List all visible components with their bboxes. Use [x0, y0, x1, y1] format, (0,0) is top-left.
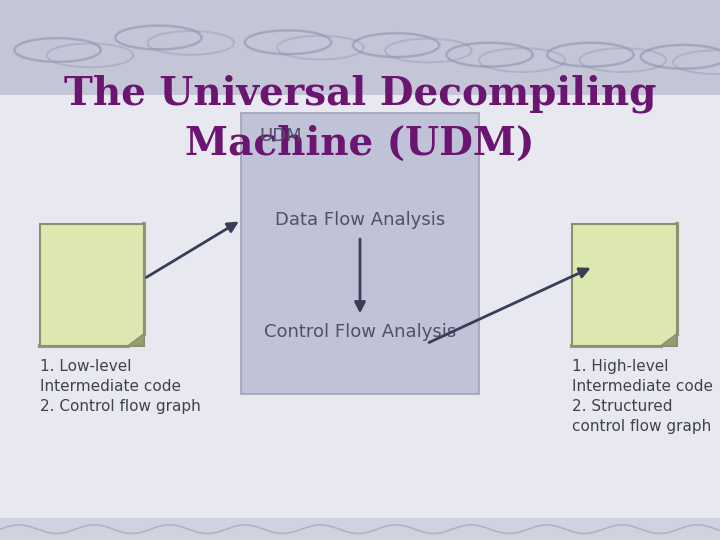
Bar [572, 224, 677, 346]
Bar [40, 224, 144, 346]
Bar [0, 518, 720, 540]
Text: Control Flow Analysis: Control Flow Analysis [264, 323, 456, 341]
Bar [241, 113, 479, 394]
Polygon shape [661, 334, 677, 346]
Polygon shape [128, 334, 144, 346]
Bar [0, 0, 720, 94]
Text: The Universal Decompiling
Machine (UDM): The Universal Decompiling Machine (UDM) [64, 75, 656, 163]
Text: Data Flow Analysis: Data Flow Analysis [275, 211, 445, 229]
Text: 1. High-level
Intermediate code
2. Structured
control flow graph: 1. High-level Intermediate code 2. Struc… [572, 359, 714, 434]
Text: 1. Low-level
Intermediate code
2. Control flow graph: 1. Low-level Intermediate code 2. Contro… [40, 359, 200, 414]
Text: UDM: UDM [259, 127, 302, 145]
